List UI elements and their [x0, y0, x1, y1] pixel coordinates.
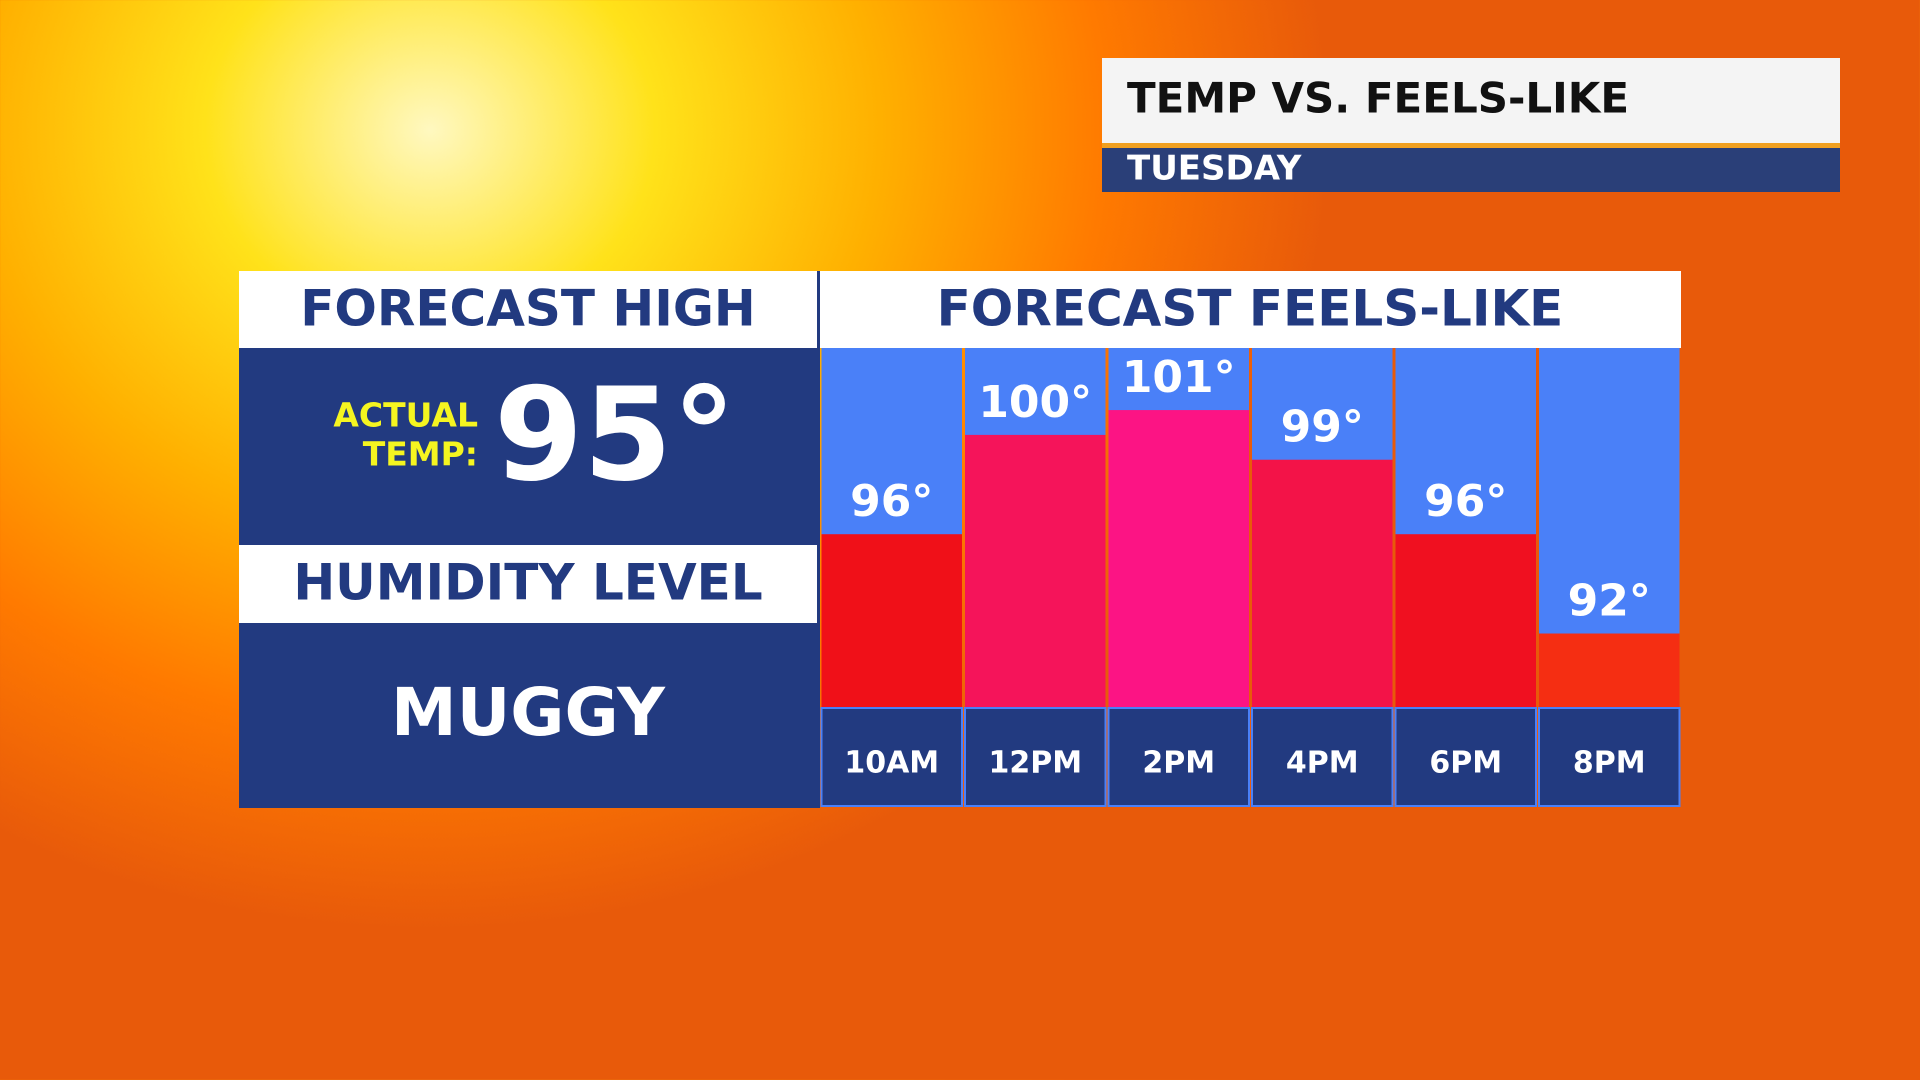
bar [1539, 633, 1680, 708]
bar [1395, 534, 1536, 708]
x-tick-label: 4PM [1286, 746, 1359, 781]
value-label: 96° [850, 476, 933, 527]
humidity-value: MUGGY [391, 674, 666, 751]
label-cell [1538, 707, 1681, 807]
title: TEMP VS. FEELS-LIKE [1127, 74, 1629, 123]
actual-label: ACTUAL [333, 396, 478, 435]
label-cell [1394, 707, 1537, 807]
value-label: 99° [1281, 402, 1364, 453]
title-box [1102, 58, 1840, 143]
label-cell [964, 707, 1107, 807]
x-tick-label: 2PM [1142, 746, 1215, 781]
high-title: FORECAST HIGH [300, 280, 756, 338]
high-body [239, 348, 817, 545]
actual-label: TEMP: [363, 435, 478, 474]
value-label: 96° [1424, 476, 1507, 527]
bar [1252, 459, 1393, 708]
x-tick-label: 6PM [1429, 746, 1502, 781]
value-label: 100° [978, 377, 1092, 428]
bar [821, 534, 962, 708]
actual-value: 95° [494, 361, 736, 510]
chart-title: FORECAST FEELS-LIKE [937, 280, 1564, 338]
label-cell [1251, 707, 1394, 807]
chart-header [820, 271, 1681, 348]
subtitle-bar [1102, 148, 1840, 192]
divider [817, 271, 820, 808]
subtitle: TUESDAY [1127, 149, 1302, 189]
bar [1108, 410, 1249, 708]
x-tick-label: 8PM [1573, 746, 1646, 781]
humidity-body [239, 623, 817, 808]
value-label: 101° [1122, 352, 1236, 403]
x-tick-label: 12PM [988, 746, 1082, 781]
x-tick-label: 10AM [844, 746, 939, 781]
humidity-title: HUMIDITY LEVEL [293, 554, 762, 612]
high-header [239, 271, 817, 348]
label-cell [1107, 707, 1250, 807]
bar [965, 434, 1106, 708]
humidity-header [239, 545, 817, 623]
value-label: 92° [1568, 576, 1651, 627]
label-cell [820, 707, 963, 807]
title-rule [1102, 143, 1840, 148]
